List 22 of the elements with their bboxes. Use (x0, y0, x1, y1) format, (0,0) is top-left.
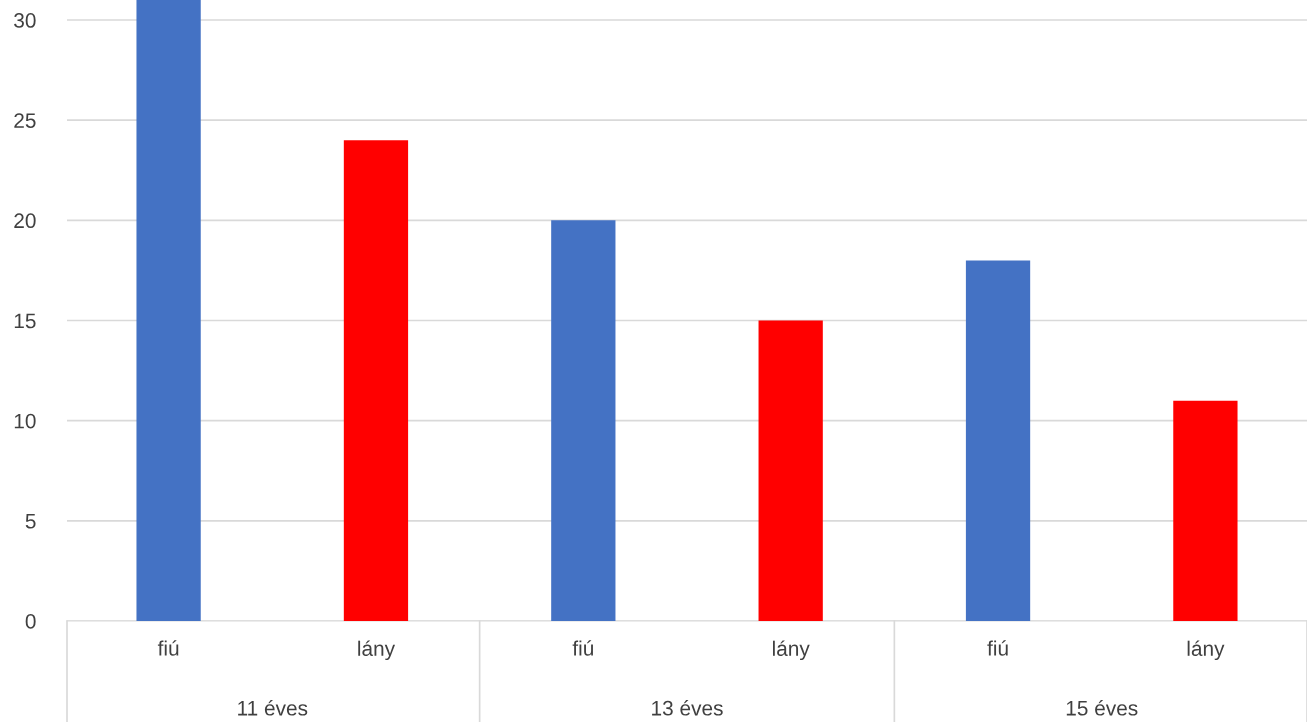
bar (136, 0, 201, 621)
bar (1173, 400, 1238, 621)
y-tick-label: 30 (14, 13, 36, 28)
bar (965, 260, 1031, 621)
y-tick-label: 0 (25, 614, 36, 629)
x-tick-label: fiú (987, 640, 1008, 656)
bar (551, 220, 616, 621)
y-tick-label: 15 (14, 313, 36, 329)
x-tick-label: lány (358, 640, 396, 661)
y-tick-label: 25 (14, 113, 36, 128)
x-tick-label: fiú (157, 640, 179, 656)
bar (343, 140, 409, 621)
y-tick-label: 20 (14, 213, 36, 229)
text: 15 éves (1066, 700, 1138, 716)
y-tick-label: 5 (25, 514, 36, 529)
bar (758, 320, 823, 621)
text: 11 éves (238, 700, 308, 716)
y-tick-label: 10 (14, 413, 36, 429)
x-tick-label: lány (772, 640, 810, 661)
x-tick-label: lány (1187, 640, 1225, 661)
x-tick-label: fiú (572, 640, 593, 656)
text: 13 éves (652, 700, 723, 716)
